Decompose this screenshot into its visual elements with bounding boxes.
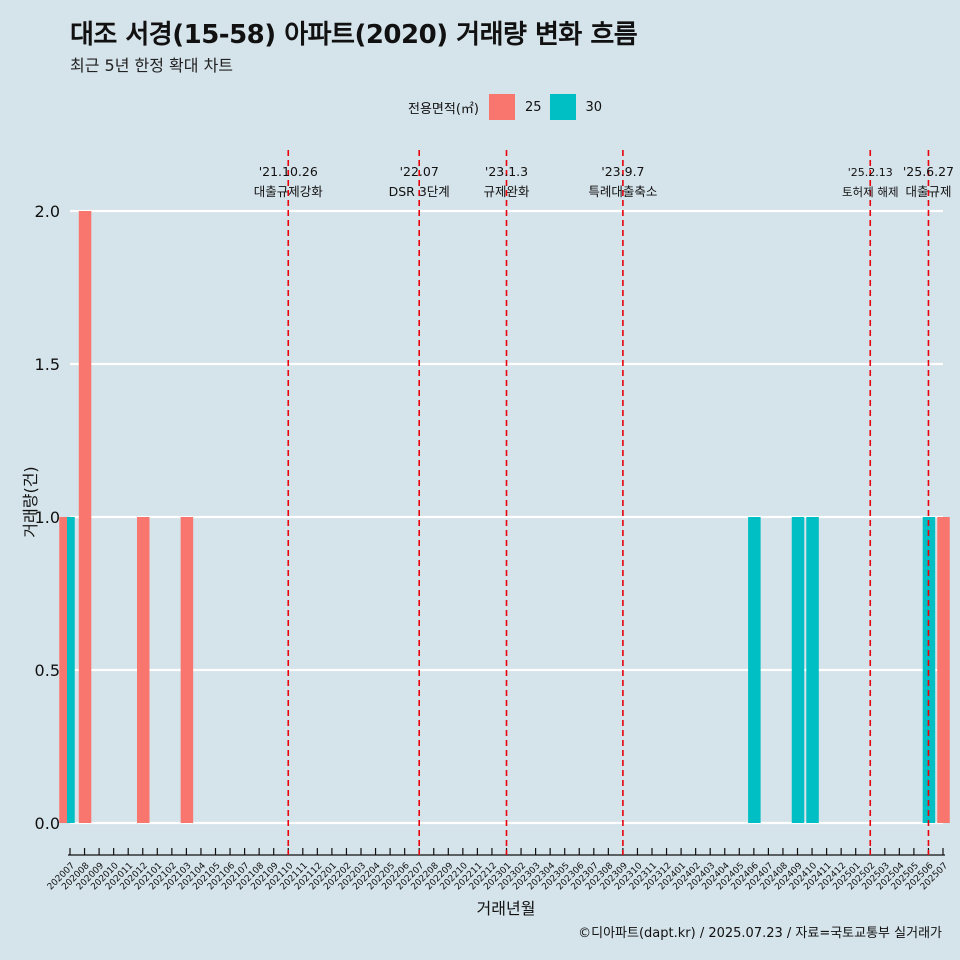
y-axis-title: 거래량(건) xyxy=(21,466,40,537)
bar xyxy=(937,517,950,823)
legend-title: 전용면적(㎡) xyxy=(408,101,479,117)
bar xyxy=(748,517,761,823)
bar xyxy=(806,517,819,823)
legend-item-25: 25 xyxy=(488,94,542,120)
bar xyxy=(791,517,805,823)
y-tick-label: 1.0 xyxy=(35,508,60,527)
chart-title: 대조 서경(15-58) 아파트(2020) 거래량 변화 흐름 xyxy=(70,20,638,50)
event-date: '25.2.13 xyxy=(848,166,893,179)
event-label: 대출규제 xyxy=(905,184,951,199)
bar xyxy=(180,517,194,823)
event-label: 토허제 해제 xyxy=(842,185,899,199)
event-date: '23.9.7 xyxy=(601,164,644,179)
event-date: '22.07 xyxy=(400,164,439,179)
bar xyxy=(137,517,150,823)
event-label: 규제완화 xyxy=(483,184,530,199)
caption: ©디아파트(dapt.kr) / 2025.07.23 / 자료=국토교통부 실… xyxy=(578,926,942,941)
event-date: '21.10.26 xyxy=(259,164,318,179)
y-tick-label: 0.0 xyxy=(35,814,60,833)
event-label: DSR 3단계 xyxy=(389,184,450,199)
legend-label-30: 30 xyxy=(585,99,603,115)
bar xyxy=(59,517,67,823)
event-date: '25.6.27 xyxy=(903,164,954,179)
chart-subtitle: 최근 5년 한정 확대 차트 xyxy=(70,56,234,75)
bar xyxy=(67,517,75,823)
legend-swatch-30 xyxy=(549,94,576,120)
event-date: '23.1.3 xyxy=(485,164,528,179)
event-label: 대출규제강화 xyxy=(254,184,324,199)
legend-item-30: 30 xyxy=(549,94,603,120)
legend-label-25: 25 xyxy=(524,99,542,115)
legend: 전용면적(㎡) 25 30 xyxy=(408,92,610,122)
y-tick-label: 2.0 xyxy=(35,202,60,221)
bar xyxy=(78,211,92,823)
x-axis-title: 거래년월 xyxy=(477,899,536,918)
legend-swatch-25 xyxy=(488,94,515,120)
y-tick-label: 0.5 xyxy=(35,661,60,680)
y-tick-label: 1.5 xyxy=(35,355,60,374)
event-label: 특례대출축소 xyxy=(588,184,657,199)
